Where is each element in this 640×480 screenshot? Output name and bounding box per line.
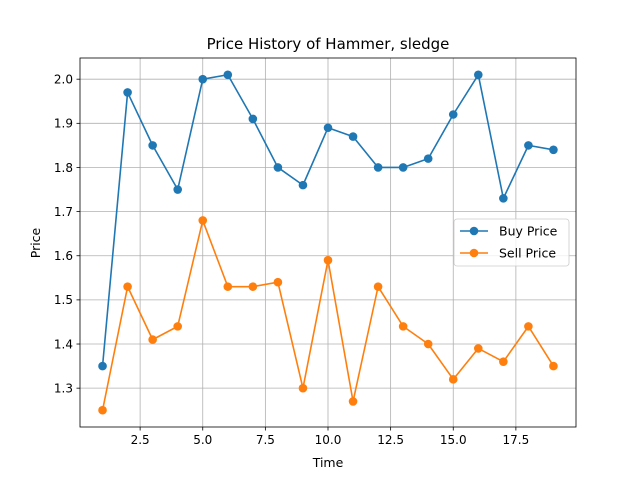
legend-marker xyxy=(469,248,479,258)
data-point xyxy=(373,163,383,172)
data-point xyxy=(298,383,308,393)
data-point xyxy=(348,132,358,141)
x-axis-label: Time xyxy=(312,455,344,470)
data-point xyxy=(323,123,333,133)
x-tick-label: 17.5 xyxy=(503,433,530,447)
ticks: 2.5 5.0 7.5 10.0 12.5 15.0 17.5 1.3 1.4 1.5 1.6 1.7… xyxy=(54,72,529,447)
legend-label: Buy Price xyxy=(499,224,558,239)
data-point xyxy=(223,282,233,291)
data-point xyxy=(524,322,533,331)
x-tick-label: 10.0 xyxy=(315,433,342,447)
data-point xyxy=(298,180,308,190)
data-point xyxy=(173,322,182,331)
y-tick-label: 1.5 xyxy=(54,293,73,307)
x-tick-label: 5.0 xyxy=(193,433,212,447)
chart-title: Price History of Hammer, sledge xyxy=(207,35,450,53)
y-tick-label: 1.3 xyxy=(54,381,73,395)
data-point xyxy=(123,282,132,291)
y-axis-label: Price xyxy=(28,227,43,258)
series-buy-price xyxy=(98,70,558,371)
data-point xyxy=(98,361,107,371)
data-point xyxy=(148,335,157,344)
x-tick-label: 2.5 xyxy=(131,433,150,447)
data-point xyxy=(549,145,558,155)
data-point xyxy=(148,141,157,150)
y-tick-label: 1.8 xyxy=(54,161,73,175)
data-point xyxy=(499,194,508,203)
data-point xyxy=(398,322,408,331)
y-tick-label: 1.6 xyxy=(54,249,73,263)
data-point xyxy=(474,70,483,80)
y-tick-label: 1.7 xyxy=(54,205,73,219)
data-point xyxy=(273,163,283,172)
data-point xyxy=(549,361,558,371)
data-point xyxy=(348,397,358,406)
legend-marker xyxy=(469,226,479,236)
x-tick-label: 15.0 xyxy=(440,433,467,447)
series-layer xyxy=(98,70,558,415)
data-point xyxy=(423,154,433,163)
legend-item: Buy Price xyxy=(460,224,558,239)
data-point xyxy=(373,282,383,291)
data-point xyxy=(273,277,283,287)
y-tick-label: 1.9 xyxy=(54,117,73,131)
y-tick-label: 1.4 xyxy=(54,337,73,351)
data-point xyxy=(474,344,483,353)
data-point xyxy=(423,339,433,349)
data-point xyxy=(448,375,458,384)
data-point xyxy=(499,357,508,366)
data-point xyxy=(398,163,408,172)
data-point xyxy=(123,88,132,97)
data-point xyxy=(323,255,333,265)
data-point xyxy=(173,185,182,194)
y-tick-label: 2.0 xyxy=(54,72,73,86)
data-point xyxy=(198,74,208,84)
data-point xyxy=(223,70,233,80)
legend: Buy Price Sell Price xyxy=(453,218,570,267)
legend-label: Sell Price xyxy=(499,246,556,261)
legend-item: Sell Price xyxy=(460,246,556,261)
data-point xyxy=(98,405,107,415)
data-point xyxy=(248,114,258,124)
series-sell-price xyxy=(98,216,558,415)
x-tick-label: 7.5 xyxy=(256,433,275,447)
x-tick-label: 12.5 xyxy=(377,433,404,447)
data-point xyxy=(248,282,258,291)
data-point xyxy=(524,141,533,150)
data-point xyxy=(448,110,458,119)
data-point xyxy=(198,216,208,225)
